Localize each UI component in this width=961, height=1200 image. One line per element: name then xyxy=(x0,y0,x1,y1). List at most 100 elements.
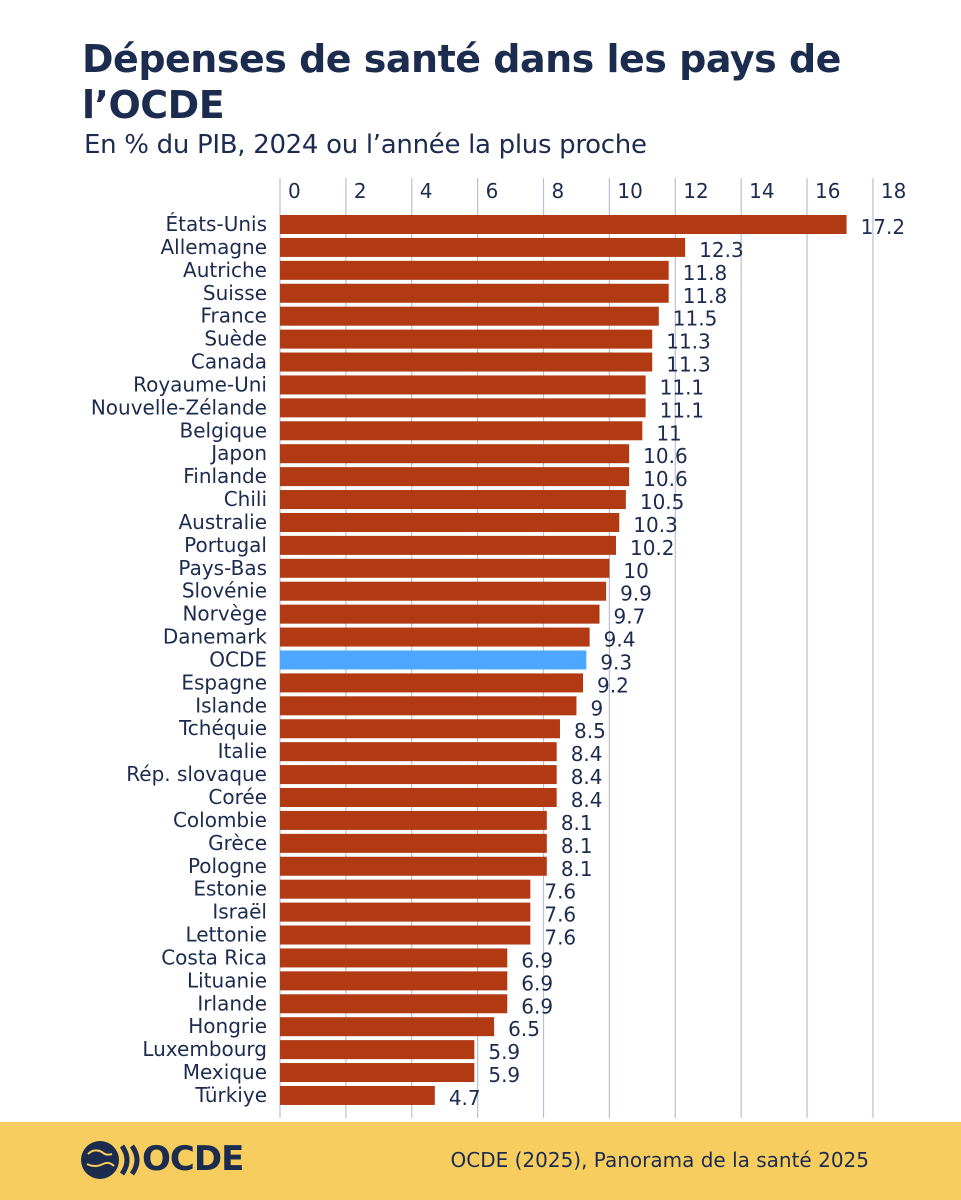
bar xyxy=(280,971,508,991)
category-label: Israël xyxy=(212,900,267,924)
category-label: Canada xyxy=(191,350,267,374)
category-label: Colombie xyxy=(173,808,267,832)
category-label: Italie xyxy=(218,739,267,763)
bar xyxy=(280,352,653,372)
category-label: Slovénie xyxy=(182,579,267,603)
bar xyxy=(280,902,531,922)
category-label: Hongrie xyxy=(188,1014,267,1038)
value-label: 7.6 xyxy=(544,903,576,927)
bar xyxy=(280,260,669,280)
value-label: 11.3 xyxy=(666,353,711,377)
source-text: OCDE (2025), Panorama de la santé 2025 xyxy=(450,1148,869,1172)
value-label: 11.1 xyxy=(660,375,705,399)
category-label: Estonie xyxy=(193,877,267,901)
category-label: Nouvelle-Zélande xyxy=(91,395,267,419)
bar xyxy=(280,994,508,1014)
value-label: 10 xyxy=(623,559,648,583)
bar xyxy=(280,283,669,303)
bar xyxy=(280,719,560,739)
category-label: Luxembourg xyxy=(142,1037,267,1061)
category-label: Finlande xyxy=(183,464,267,488)
category-label: Rép. slovaque xyxy=(126,762,267,786)
category-label: Lituanie xyxy=(187,968,267,992)
bar xyxy=(280,627,590,647)
value-label: 9.4 xyxy=(604,628,636,652)
value-label: 6.5 xyxy=(508,1017,540,1041)
category-label: Pologne xyxy=(188,854,267,878)
bar xyxy=(280,925,531,945)
value-label: 9 xyxy=(590,696,603,720)
category-label: Tchéquie xyxy=(178,716,267,740)
value-label: 10.6 xyxy=(643,444,688,468)
value-label: 7.6 xyxy=(544,926,576,950)
value-label: 6.9 xyxy=(521,994,553,1018)
value-label: 8.1 xyxy=(561,834,593,858)
value-label: 8.5 xyxy=(574,719,606,743)
value-label: 10.6 xyxy=(643,467,688,491)
bar xyxy=(280,810,547,830)
value-label: 8.4 xyxy=(571,742,603,766)
category-label: Portugal xyxy=(184,533,267,557)
category-label: Irlande xyxy=(197,991,267,1015)
category-label: Lettonie xyxy=(185,923,267,947)
value-label: 6.9 xyxy=(521,948,553,972)
bar xyxy=(280,742,557,762)
footer-bar xyxy=(0,1122,961,1200)
value-label: 5.9 xyxy=(488,1040,520,1064)
bar xyxy=(280,375,646,395)
value-label: 17.2 xyxy=(861,215,906,239)
value-label: 10.5 xyxy=(640,490,685,514)
value-label: 8.1 xyxy=(561,857,593,881)
bar xyxy=(280,512,620,532)
category-label: Türkiye xyxy=(194,1083,267,1107)
bar xyxy=(280,490,626,510)
value-label: 11.3 xyxy=(666,330,711,354)
bar xyxy=(280,788,557,807)
value-label: 4.7 xyxy=(449,1086,481,1110)
bar-chart: 0 2 4 6 8 10 12 14 16 18 États-Unis 17.2 Allemagne 12… xyxy=(91,178,906,1118)
bar xyxy=(280,215,847,234)
category-label: Royaume-Uni xyxy=(133,372,267,396)
bar xyxy=(280,604,600,624)
value-label: 11.8 xyxy=(683,261,728,285)
value-label: 12.3 xyxy=(699,238,744,262)
bar xyxy=(280,535,616,555)
category-label: Allemagne xyxy=(160,235,267,259)
category-label: Pays-Bas xyxy=(178,556,267,580)
category-label: Suisse xyxy=(203,281,267,305)
category-label: Norvège xyxy=(182,602,267,626)
category-label: Corée xyxy=(208,785,267,809)
category-label: États-Unis xyxy=(165,212,267,236)
x-tick-label: 14 xyxy=(749,179,774,203)
category-label: Islande xyxy=(195,693,267,717)
category-label: Japon xyxy=(209,441,267,465)
x-tick-label: 18 xyxy=(881,179,906,203)
value-label: 11.5 xyxy=(673,307,718,331)
value-label: 5.9 xyxy=(488,1063,520,1087)
bar xyxy=(280,833,547,853)
category-label: Danemark xyxy=(163,625,268,649)
bar xyxy=(280,467,630,487)
category-label: Belgique xyxy=(179,418,267,442)
value-label: 9.9 xyxy=(620,582,652,606)
category-label: Chili xyxy=(224,487,267,511)
category-label: Grèce xyxy=(208,831,267,855)
category-label: Autriche xyxy=(183,258,267,282)
value-label: 11.1 xyxy=(660,398,705,422)
bar xyxy=(280,696,577,716)
bar xyxy=(280,765,557,785)
value-label: 10.3 xyxy=(633,513,678,537)
bar xyxy=(280,856,547,876)
bar xyxy=(280,558,610,578)
bar xyxy=(280,444,630,464)
x-tick-label: 12 xyxy=(683,179,708,203)
bar xyxy=(280,1040,475,1060)
value-label: 8.4 xyxy=(571,765,603,789)
value-label: 8.1 xyxy=(561,811,593,835)
bar xyxy=(280,306,659,326)
category-label: France xyxy=(200,304,267,328)
bar xyxy=(280,398,646,418)
bar xyxy=(280,421,643,441)
value-label: 8.4 xyxy=(571,788,603,812)
value-label: 7.6 xyxy=(544,880,576,904)
